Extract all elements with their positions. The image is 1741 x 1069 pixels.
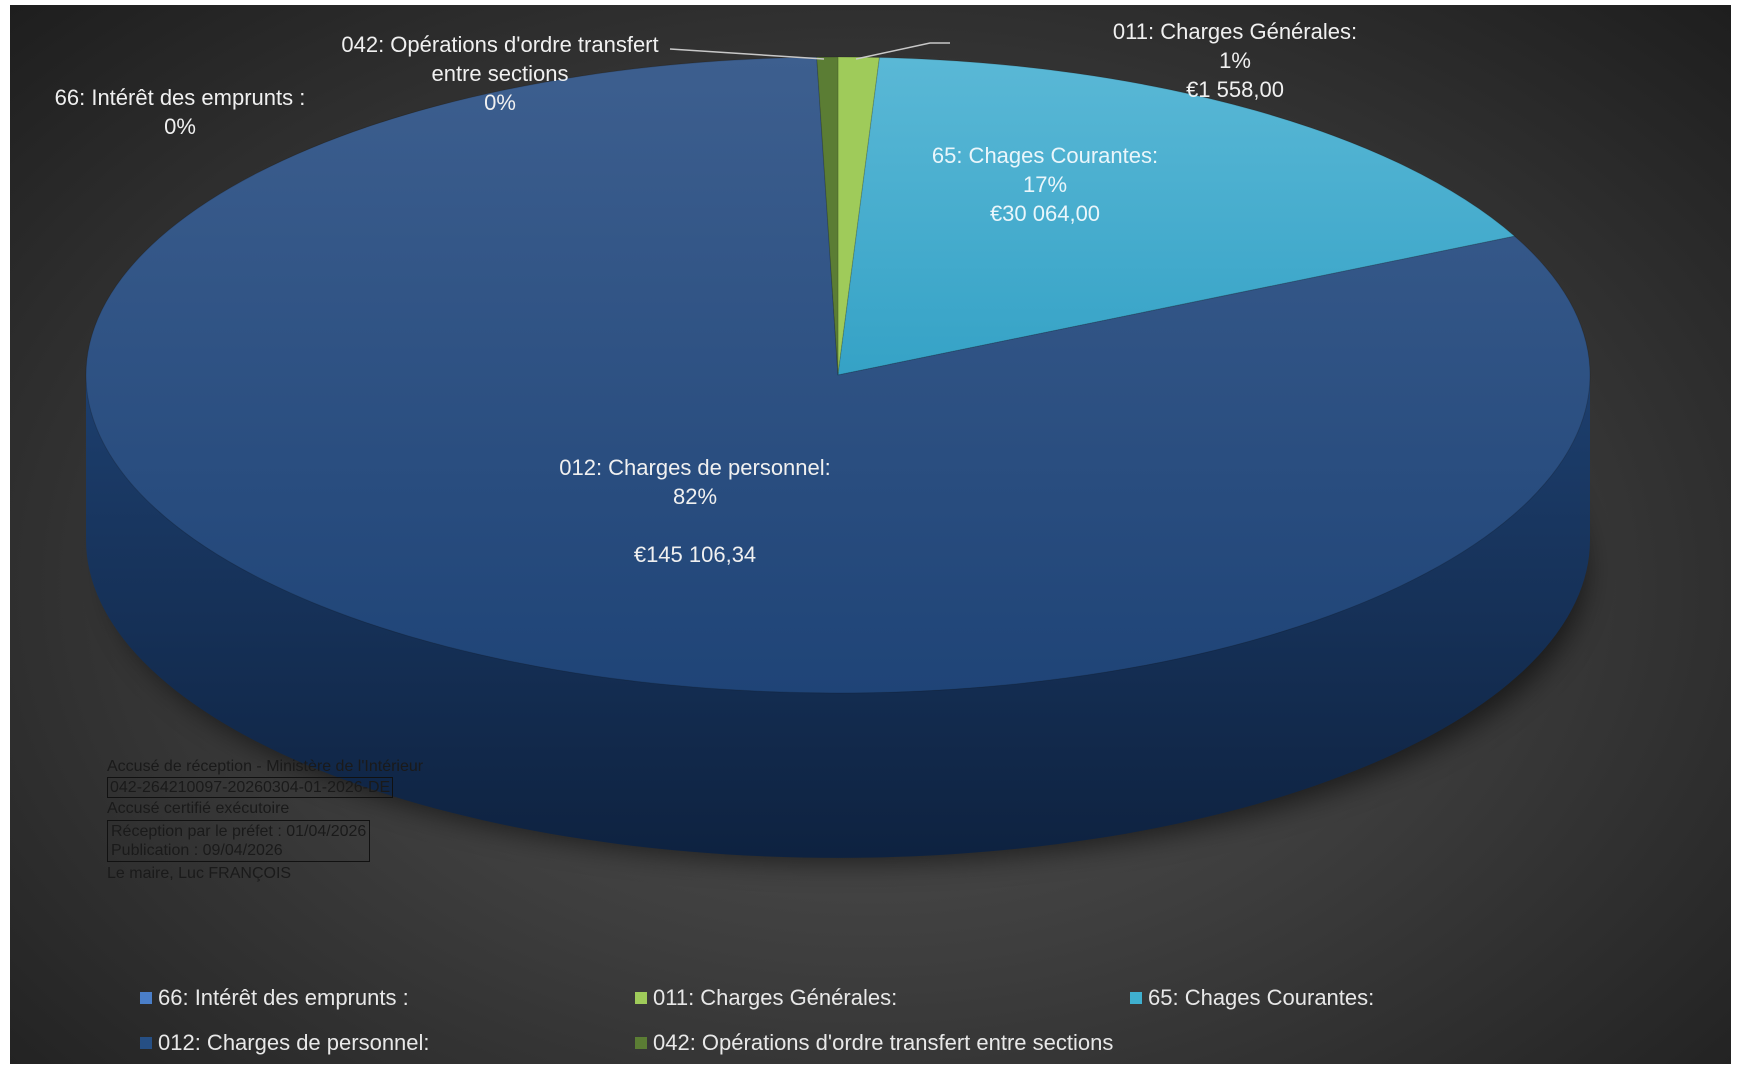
label-courantes-name: 65: Chages Courantes: xyxy=(931,143,1159,168)
legend-item-interet: 66: Intérêt des emprunts : xyxy=(140,985,409,1011)
label-personnel: 012: Charges de personnel: 82% €145 106,… xyxy=(550,453,840,569)
label-generales: 011: Charges Générales: 1% €1 558,00 xyxy=(1100,17,1370,104)
leader-line-generales xyxy=(855,42,950,60)
stamp-publication-date: Publication : 09/04/2026 xyxy=(111,842,283,859)
pie-slice-operations xyxy=(816,56,839,376)
label-personnel-value: €145 106,34 xyxy=(633,542,757,567)
pie-side-wall xyxy=(86,375,1590,858)
legend-swatch-interet xyxy=(140,992,152,1004)
label-generales-value: €1 558,00 xyxy=(1186,77,1284,102)
label-personnel-pct: 82% xyxy=(672,484,718,509)
label-operations: 042: Opérations d'ordre transfert entre … xyxy=(335,30,665,117)
label-interet-name: 66: Intérêt des emprunts : xyxy=(54,85,306,110)
pie-slice-courantes xyxy=(837,56,1516,376)
legend-label-courantes: 65: Chages Courantes: xyxy=(1148,985,1375,1010)
legend-swatch-courantes xyxy=(1130,992,1142,1004)
legend-label-interet: 66: Intérêt des emprunts : xyxy=(158,985,409,1010)
legend-swatch-personnel xyxy=(140,1037,152,1049)
legend-item-generales: 011: Charges Générales: xyxy=(635,985,897,1011)
leader-line-operations xyxy=(669,48,825,60)
label-interet: 66: Intérêt des emprunts : 0% xyxy=(50,83,310,141)
label-courantes-pct: 17% xyxy=(1022,172,1068,197)
label-operations-pct: 0% xyxy=(484,90,516,115)
legend-label-generales: 011: Charges Générales: xyxy=(653,985,898,1010)
label-personnel-name: 012: Charges de personnel: xyxy=(559,455,831,480)
legend-item-operations: 042: Opérations d'ordre transfert entre … xyxy=(635,1030,1113,1056)
stamp-dates-box: Réception par le préfet : 01/04/2026 Pub… xyxy=(107,820,371,862)
legend-item-courantes: 65: Chages Courantes: xyxy=(1130,985,1374,1011)
legend-label-operations: 042: Opérations d'ordre transfert entre … xyxy=(653,1030,1114,1055)
reception-stamp: Accusé de réception - Ministère de l'Int… xyxy=(107,757,423,883)
label-generales-pct: 1% xyxy=(1219,48,1251,73)
stamp-signatory: Le maire, Luc FRANÇOIS xyxy=(107,865,292,882)
stamp-reception-date: Réception par le préfet : 01/04/2026 xyxy=(111,823,367,840)
pie-chart xyxy=(85,42,1591,863)
legend: 66: Intérêt des emprunts : 011: Charges … xyxy=(10,985,1731,1055)
legend-swatch-generales xyxy=(635,992,647,1004)
pie-slice-personnel xyxy=(85,56,1591,694)
label-generales-name: 011: Charges Générales: xyxy=(1112,19,1358,44)
label-operations-name-2: entre sections xyxy=(431,61,569,86)
legend-swatch-operations xyxy=(635,1037,647,1049)
pie-slice-generales xyxy=(837,56,881,376)
label-interet-pct: 0% xyxy=(164,114,196,139)
legend-label-personnel: 012: Charges de personnel: xyxy=(158,1030,430,1055)
stamp-line-1: Accusé de réception - Ministère de l'Int… xyxy=(107,758,424,775)
label-courantes: 65: Chages Courantes: 17% €30 064,00 xyxy=(915,141,1175,228)
chart-area: 66: Intérêt des emprunts : 0% 042: Opéra… xyxy=(10,5,1731,1064)
stamp-reference: 042-264210097-20260304-01-2026-DE xyxy=(107,777,394,798)
legend-item-personnel: 012: Charges de personnel: xyxy=(140,1030,430,1056)
stamp-line-3: Accusé certifié exécutoire xyxy=(107,800,290,817)
label-operations-name-1: 042: Opérations d'ordre transfert xyxy=(341,32,659,57)
label-courantes-value: €30 064,00 xyxy=(989,201,1101,226)
